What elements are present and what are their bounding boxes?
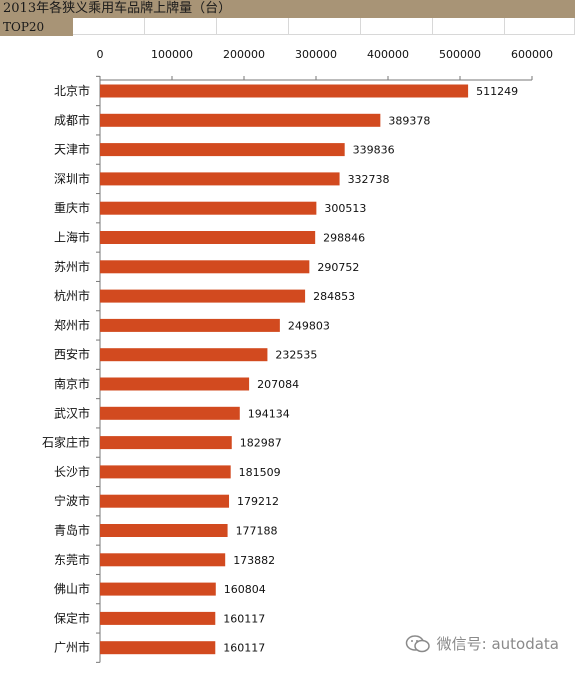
data-label: 300513	[324, 202, 366, 215]
bar	[100, 318, 280, 332]
bar	[100, 231, 316, 244]
x-tick-label: 600000	[511, 48, 553, 61]
chart-title: 2013年各狭义乘用车品牌上牌量（台）	[0, 0, 575, 18]
bar	[100, 641, 216, 655]
bar	[100, 524, 228, 537]
chart-subtitle: TOP20	[0, 18, 73, 36]
category-label: 西安市	[54, 347, 90, 362]
subtitle-row: TOP20	[0, 18, 575, 36]
grid-cell	[505, 18, 575, 35]
data-label: 298846	[323, 232, 365, 245]
bar	[100, 172, 340, 186]
category-label: 天津市	[54, 142, 90, 157]
bar	[100, 494, 230, 508]
category-label: 青岛市	[54, 523, 90, 538]
category-label: 重庆市	[54, 200, 90, 215]
bar	[100, 465, 231, 479]
watermark-text: 微信号: autodata	[436, 635, 559, 653]
category-label: 苏州市	[54, 259, 90, 274]
category-label: 东莞市	[54, 552, 90, 567]
bar	[100, 84, 469, 98]
bar	[100, 113, 381, 127]
data-label: 339836	[353, 144, 395, 157]
header-grid	[73, 18, 575, 36]
bar	[100, 201, 317, 215]
data-label: 160804	[224, 583, 266, 596]
data-label: 249803	[288, 319, 330, 332]
category-label: 宁波市	[54, 493, 90, 508]
category-label: 武汉市	[54, 405, 90, 420]
data-label: 160117	[223, 642, 265, 655]
bar	[100, 611, 216, 625]
category-label: 上海市	[54, 230, 90, 245]
bar	[100, 260, 310, 274]
bar-chart: 0 100000 200000 300000 400000 500000 600000 北京市…	[42, 48, 553, 663]
bar	[100, 377, 250, 391]
grid-cell	[217, 18, 289, 35]
data-label: 179212	[237, 495, 279, 508]
bar	[100, 436, 232, 450]
data-label: 511249	[476, 85, 518, 98]
bar	[100, 553, 226, 567]
category-label: 南京市	[54, 376, 90, 391]
bar	[100, 406, 240, 420]
data-label: 332738	[348, 173, 390, 186]
category-label: 深圳市	[54, 171, 90, 186]
data-label: 207084	[257, 378, 299, 391]
category-label: 杭州市	[54, 288, 90, 303]
grid-cell	[289, 18, 361, 35]
category-label: 郑州市	[54, 317, 90, 332]
watermark: 微信号: autodata	[405, 633, 559, 654]
category-label: 北京市	[54, 83, 90, 98]
data-label: 181509	[239, 466, 281, 479]
bar	[100, 143, 345, 157]
bar	[100, 289, 306, 303]
x-tick-label: 200000	[223, 48, 265, 61]
data-label: 232535	[275, 349, 317, 362]
category-label: 长沙市	[54, 464, 90, 479]
bar	[100, 582, 216, 596]
bar	[100, 348, 268, 362]
x-tick-label: 300000	[295, 48, 337, 61]
data-label: 173882	[233, 554, 275, 567]
data-label: 389378	[388, 114, 430, 127]
grid-cell	[433, 18, 505, 35]
x-tick-label: 400000	[367, 48, 409, 61]
x-tick-label: 500000	[439, 48, 481, 61]
category-label: 石家庄市	[42, 435, 90, 450]
x-tick-label: 100000	[151, 48, 193, 61]
category-label: 保定市	[54, 610, 90, 625]
data-label: 177188	[236, 525, 278, 538]
data-label: 194134	[248, 407, 290, 420]
grid-cell	[145, 18, 217, 35]
data-label: 160117	[223, 612, 265, 625]
category-label: 佛山市	[54, 581, 90, 596]
category-label: 广州市	[54, 640, 90, 655]
data-label: 284853	[313, 290, 355, 303]
wechat-icon	[405, 634, 430, 652]
x-tick-label: 0	[97, 48, 104, 61]
grid-cell	[73, 18, 145, 35]
grid-cell	[361, 18, 433, 35]
data-label: 182987	[240, 437, 282, 450]
data-label: 290752	[317, 261, 359, 274]
category-label: 成都市	[54, 112, 90, 127]
